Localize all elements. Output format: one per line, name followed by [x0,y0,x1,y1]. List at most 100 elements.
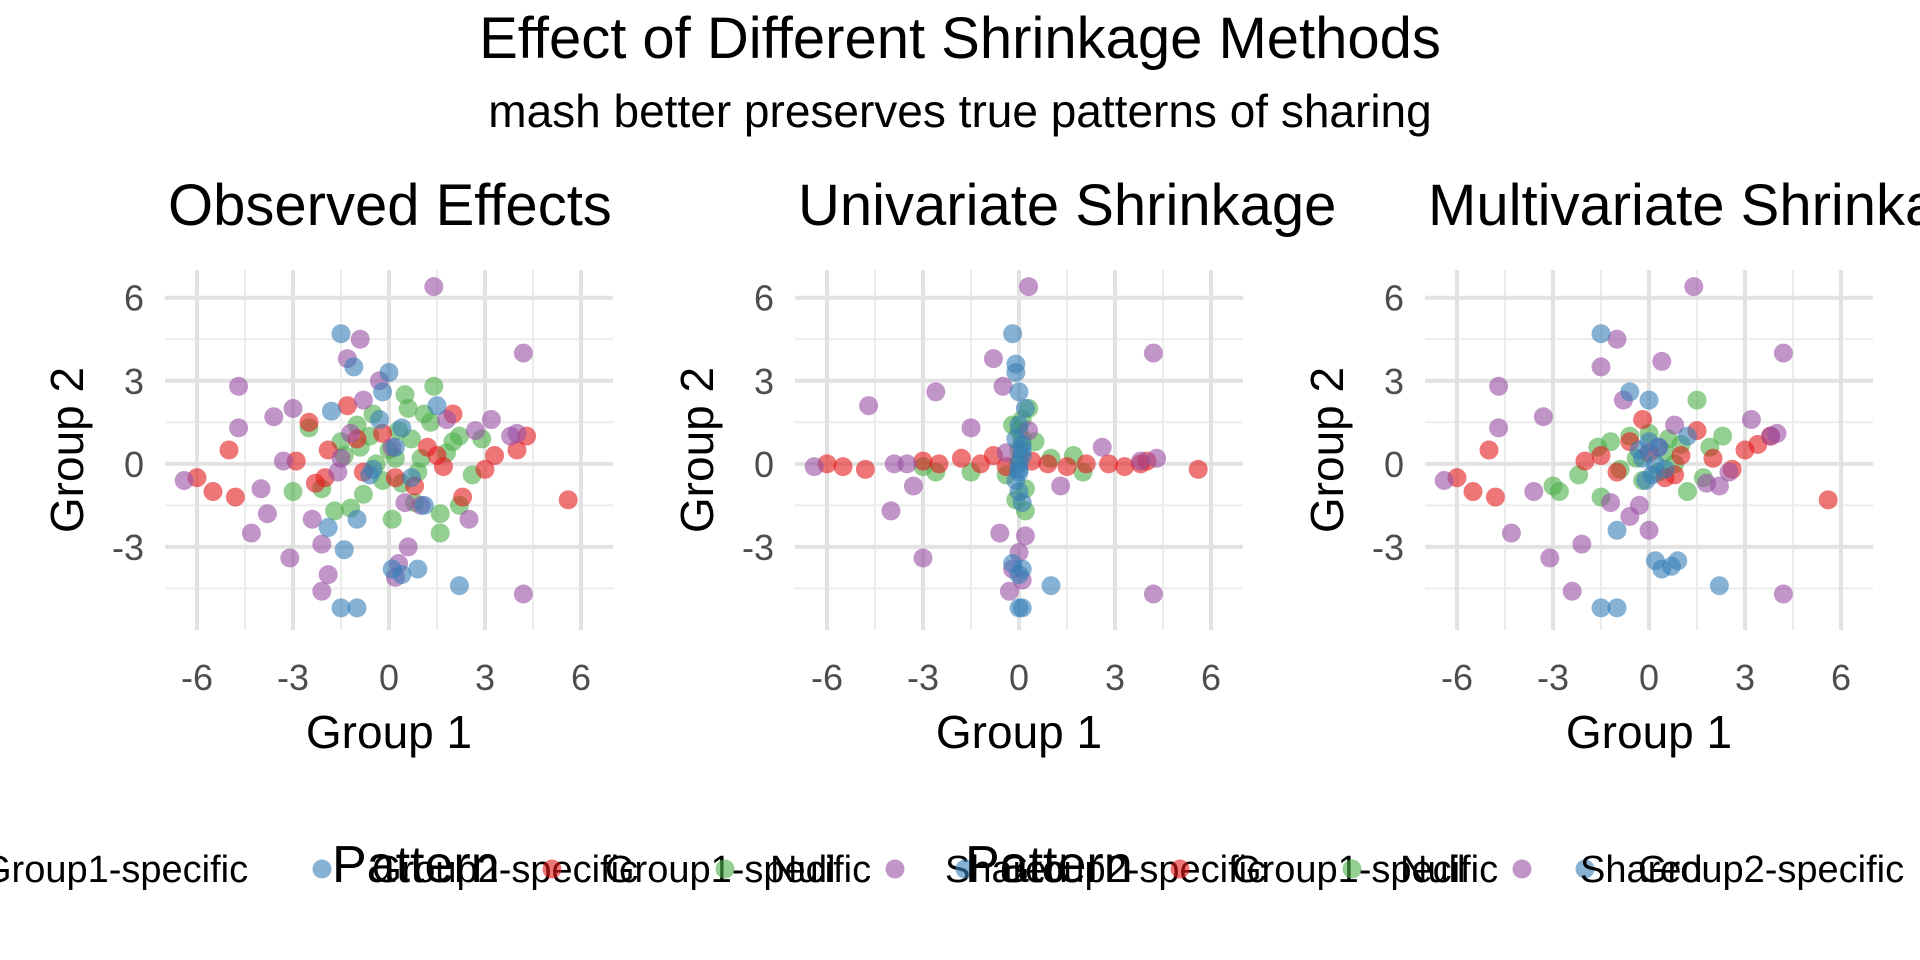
data-point [1684,277,1704,297]
data-point [1012,493,1032,513]
legend-key [1342,859,1362,879]
panel-2: -6 -3 0 3 6 6 3 0 -3 Group 1 Group 2 Univariate Shr… [671,173,1336,758]
legend-label: Null [1400,849,1465,891]
series-shared [1434,277,1793,604]
data-point [385,468,405,488]
chart-title: Effect of Different Shrinkage Methods [479,6,1441,71]
x-axis-title: Group 1 [306,706,472,758]
x-axis-title: Group 1 [936,706,1102,758]
y-tick-label: 3 [1384,361,1404,402]
data-point [804,457,824,477]
data-point [273,451,293,471]
data-point [379,362,399,382]
data-point [951,448,971,468]
data-point [229,376,249,396]
x-tick-label: 0 [379,657,399,698]
legend-key [885,859,905,879]
data-point [1591,324,1611,344]
x-tick-label: 6 [571,657,591,698]
data-point [913,451,933,471]
data-point [1540,548,1560,568]
data-point [347,598,367,618]
data-point [859,396,879,416]
data-point [219,440,239,460]
x-axis-title: Group 1 [1566,706,1732,758]
legend: Group1-specific PatternGroup2-specificGro… [0,836,1904,894]
data-point [1591,446,1611,466]
data-point [1434,470,1454,490]
data-point [443,432,463,452]
data-point [1652,351,1672,371]
data-point [1665,415,1685,435]
data-point [174,470,194,490]
data-point [1649,437,1669,457]
data-point [392,565,412,585]
data-point [1489,418,1509,438]
data-point [507,423,527,443]
data-point [1629,495,1649,515]
y-tick-label: 3 [754,361,774,402]
legend-key [1575,859,1595,879]
data-point [1709,576,1729,596]
legend-title: Pattern [332,836,500,894]
data-point [305,473,325,493]
legend-label: Null [770,849,835,891]
data-point [1479,440,1499,460]
data-point [257,504,277,524]
x-tick-label: -3 [907,657,939,698]
data-point [1006,362,1026,382]
data-point [280,548,300,568]
data-point [350,329,370,349]
legend-key [312,859,332,879]
data-point [481,410,501,430]
data-point [337,396,357,416]
series-group2-specific [318,324,469,618]
data-point [983,349,1003,369]
y-axis-title: Group 2 [41,367,93,533]
data-point [430,523,450,543]
data-point [408,559,428,579]
legend-key [1170,859,1190,879]
legend-label: Group1-specific [0,849,248,891]
data-point [427,396,447,416]
data-point [1818,490,1838,510]
data-point [344,357,364,377]
data-point [1051,476,1071,496]
data-point [318,565,338,585]
panels-group: -6 -3 0 3 6 6 3 0 -3 Group 1 Group 2 Observed Effec… [41,173,1920,758]
x-tick-label: -6 [811,657,843,698]
x-tick-label: 3 [1735,657,1755,698]
y-tick-label: 3 [124,361,144,402]
data-point [430,504,450,524]
data-point [996,443,1016,463]
data-point [1099,454,1119,474]
data-point [1012,598,1032,618]
data-point [347,509,367,529]
data-point [833,457,853,477]
data-point [1709,476,1729,496]
data-point [1636,470,1656,490]
data-point [1092,437,1112,457]
data-point [334,540,354,560]
chart-subtitle: mash better preserves true patterns of s… [488,85,1431,137]
data-point [1003,324,1023,344]
data-point [424,277,444,297]
data-point [1549,482,1569,502]
data-point [1620,382,1640,402]
data-point [398,398,418,418]
data-point [382,509,402,529]
y-tick-label: 0 [124,444,144,485]
data-point [401,468,421,488]
y-tick-label: 6 [754,278,774,319]
panel-3: -6 -3 0 3 6 6 3 0 -3 Group 1 Group 2 Multivariate S… [1301,173,1920,758]
data-point [1572,534,1592,554]
legend-label: Group1-specific [605,849,871,891]
data-point [855,459,875,479]
legend-label: Shared [1580,849,1703,891]
data-point [897,454,917,474]
data-point [398,537,418,557]
data-point [1591,357,1611,377]
data-point [1773,343,1793,363]
data-point [328,462,348,482]
data-point [302,509,322,529]
